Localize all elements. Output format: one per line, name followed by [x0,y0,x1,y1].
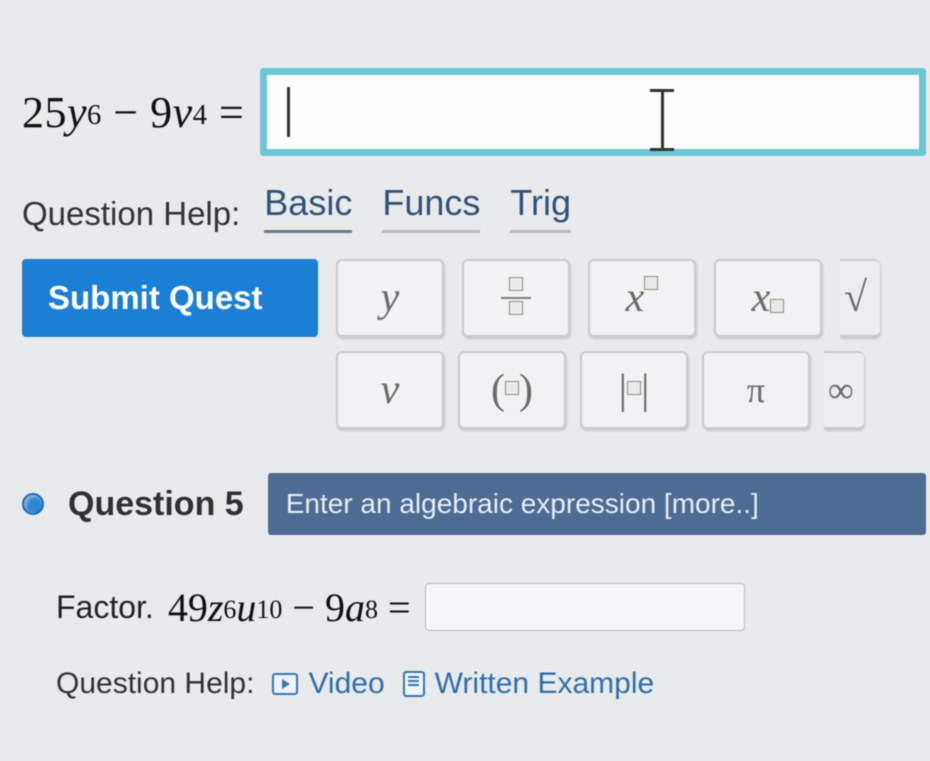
key-y[interactable]: y [336,259,444,337]
q5-help-row: Question Help: Video Written Example [56,667,930,701]
q4-expression: 25y6 − 9v4 = [22,87,244,138]
key-power[interactable]: x [588,259,696,337]
tab-trig[interactable]: Trig [510,182,571,233]
question-help-label: Question Help: [22,195,240,233]
written-example-link[interactable]: Written Example [403,667,655,701]
document-icon [403,671,425,697]
factor-label: Factor. [56,589,154,626]
key-abs[interactable]: || [580,351,688,429]
question-help-label: Question Help: [56,667,254,701]
placeholder-box-icon [770,294,784,321]
text-caret [287,87,290,137]
page-root: 25y6 − 9v4 = Question Help: Basic Funcs … [0,0,930,701]
question-bullet-icon [22,493,44,515]
video-icon [272,673,298,695]
q5-header-row: Question 5 Enter an algebraic expression… [22,473,930,535]
key-v[interactable]: v [336,351,444,429]
question-5-label: Question 5 [68,485,244,524]
keypad-row-2: v () || π ∞ [336,351,930,429]
q5-answer-input[interactable] [425,583,745,631]
tab-funcs[interactable]: Funcs [382,182,480,233]
placeholder-box-icon [644,271,658,298]
tab-basic[interactable]: Basic [264,182,352,233]
keypad-hint-bar[interactable]: Enter an algebraic expression [more..] [268,473,926,535]
ibeam-cursor-icon [647,89,677,151]
fraction-icon [501,279,531,317]
q4-answer-input[interactable] [260,68,926,156]
key-infinity[interactable]: ∞ [824,351,864,429]
placeholder-box-icon [505,381,519,395]
video-link[interactable]: Video [272,667,384,701]
submit-question-button[interactable]: Submit Quest [22,259,318,337]
submit-and-keys-row: Submit Quest y x x √ [22,259,930,337]
q5-factor-row: Factor. 49z6u10 − 9a8 = [56,583,930,631]
key-sqrt[interactable]: √ [840,259,880,337]
q5-expression: 49z6u10 − 9a8 = [168,584,411,631]
key-subscript[interactable]: x [714,259,822,337]
q4-row: 25y6 − 9v4 = [22,68,930,156]
q4-help-row: Question Help: Basic Funcs Trig [22,182,930,233]
keypad-tabs: Basic Funcs Trig [264,182,571,233]
key-parentheses[interactable]: () [458,351,566,429]
key-fraction[interactable] [462,259,570,337]
key-pi[interactable]: π [702,351,810,429]
placeholder-box-icon [627,381,641,395]
